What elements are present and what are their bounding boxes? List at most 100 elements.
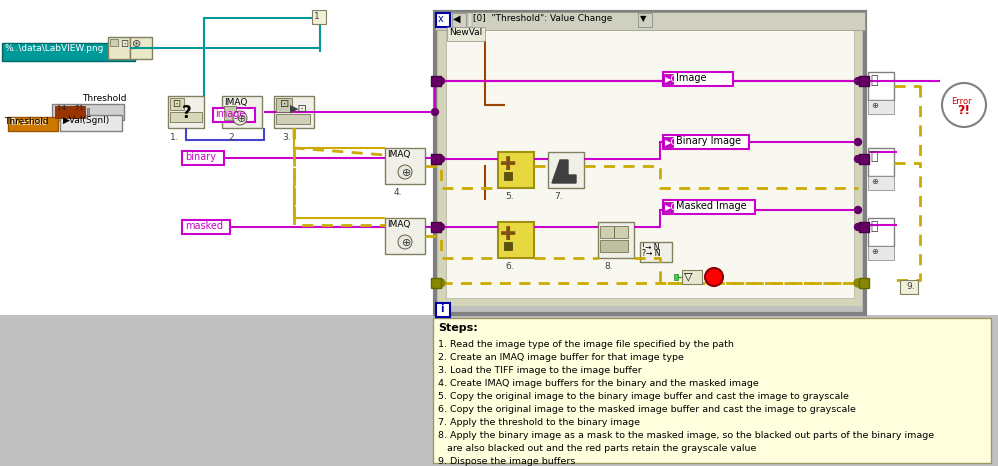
Bar: [868, 246, 894, 260]
Text: 8. Apply the binary image as a mask to the masked image, so the blacked out part: 8. Apply the binary image as a mask to t…: [438, 431, 934, 440]
Circle shape: [431, 109, 438, 116]
Text: NewVal: NewVal: [449, 28, 482, 37]
Text: Binary Image: Binary Image: [676, 136, 742, 146]
Text: IMAQ: IMAQ: [224, 98, 248, 107]
Circle shape: [233, 111, 247, 125]
Text: Error: Error: [951, 97, 972, 106]
Text: ▶⊡: ▶⊡: [290, 104, 307, 114]
Circle shape: [854, 224, 861, 231]
Bar: [504, 172, 512, 180]
Bar: [859, 76, 869, 86]
Bar: [87, 108, 89, 116]
Bar: [274, 96, 314, 128]
Circle shape: [854, 77, 861, 84]
Text: 8.: 8.: [604, 262, 613, 271]
Text: 6. Copy the original image to the masked image buffer and cast the image to gray: 6. Copy the original image to the masked…: [438, 405, 856, 414]
Bar: [598, 222, 634, 258]
Bar: [436, 13, 450, 27]
Bar: [504, 242, 512, 250]
Bar: [868, 218, 894, 246]
Text: Masked Image: Masked Image: [676, 201, 747, 211]
Text: 2. Create an IMAQ image buffer for that image type: 2. Create an IMAQ image buffer for that …: [438, 353, 684, 362]
Bar: [446, 26, 854, 298]
Bar: [548, 152, 584, 188]
Bar: [663, 200, 755, 214]
Bar: [52, 104, 124, 120]
Bar: [438, 18, 862, 26]
Circle shape: [705, 268, 723, 286]
Text: 7.: 7.: [554, 192, 563, 201]
Circle shape: [437, 224, 444, 231]
Bar: [663, 202, 673, 212]
Bar: [312, 10, 326, 24]
Text: binary: binary: [185, 152, 216, 162]
Circle shape: [431, 224, 438, 231]
Circle shape: [854, 206, 861, 213]
Bar: [60, 115, 122, 131]
Text: ⊕: ⊕: [402, 238, 411, 248]
Circle shape: [942, 83, 986, 127]
Circle shape: [437, 279, 445, 287]
Bar: [859, 154, 869, 164]
Text: [0]  "Threshold": Value Change: [0] "Threshold": Value Change: [473, 14, 613, 23]
Text: 🗑: 🗑: [870, 220, 877, 233]
Text: IMAQ: IMAQ: [387, 150, 410, 159]
Text: ⊕: ⊕: [402, 168, 411, 178]
Text: ⊕: ⊕: [871, 247, 878, 256]
Text: 9. Dispose the image buffers: 9. Dispose the image buffers: [438, 457, 576, 466]
Circle shape: [437, 77, 444, 84]
Text: 🗑: 🗑: [870, 74, 877, 87]
Text: %..\data\LabVIEW.png: %..\data\LabVIEW.png: [5, 44, 105, 53]
Bar: [663, 135, 749, 149]
Bar: [170, 98, 184, 110]
Bar: [431, 278, 441, 288]
Text: ?→ N: ?→ N: [642, 249, 661, 258]
Text: ?!: ?!: [957, 104, 970, 117]
Bar: [868, 148, 894, 176]
Text: are also blacked out and the red parts retain the grayscale value: are also blacked out and the red parts r…: [438, 444, 756, 453]
Bar: [276, 98, 292, 112]
Bar: [433, 318, 991, 463]
Text: masked: masked: [185, 221, 223, 231]
Circle shape: [854, 279, 862, 287]
Text: ⊡: ⊡: [280, 99, 289, 109]
Bar: [600, 240, 628, 252]
Bar: [55, 106, 85, 118]
Text: ⊕: ⊕: [871, 101, 878, 110]
Bar: [130, 37, 152, 59]
Polygon shape: [552, 160, 576, 183]
Text: !→ N: !→ N: [642, 243, 660, 252]
Text: Threshold: Threshold: [82, 94, 127, 103]
Bar: [452, 13, 466, 27]
Bar: [224, 106, 236, 120]
Bar: [638, 13, 652, 27]
Bar: [385, 218, 425, 254]
Bar: [674, 274, 678, 280]
Text: 5.: 5.: [505, 192, 514, 201]
Bar: [431, 76, 441, 86]
Text: 1.: 1.: [170, 133, 179, 142]
Bar: [640, 242, 672, 262]
Circle shape: [854, 156, 861, 163]
Circle shape: [431, 155, 438, 162]
Text: 4. Create IMAQ image buffers for the binary and the masked image: 4. Create IMAQ image buffers for the bin…: [438, 379, 758, 388]
Bar: [431, 154, 441, 164]
Text: Threshold: Threshold: [10, 118, 48, 127]
Text: ▼: ▼: [640, 14, 647, 23]
Bar: [663, 74, 673, 84]
Text: 1. Read the image type of the image file specified by the path: 1. Read the image type of the image file…: [438, 340, 734, 349]
Text: IMAQ: IMAQ: [387, 220, 410, 229]
Text: ◀: ◀: [453, 14, 460, 24]
Text: ✚: ✚: [500, 225, 516, 244]
Bar: [385, 148, 425, 184]
Bar: [110, 39, 118, 46]
Text: Threshold: Threshold: [4, 117, 49, 126]
Text: ?: ?: [182, 104, 192, 122]
Bar: [182, 151, 224, 165]
Bar: [859, 222, 869, 232]
Text: ⊡: ⊡: [172, 99, 180, 109]
Bar: [682, 270, 702, 284]
Bar: [222, 96, 262, 128]
Bar: [2, 43, 135, 61]
Bar: [600, 226, 614, 238]
